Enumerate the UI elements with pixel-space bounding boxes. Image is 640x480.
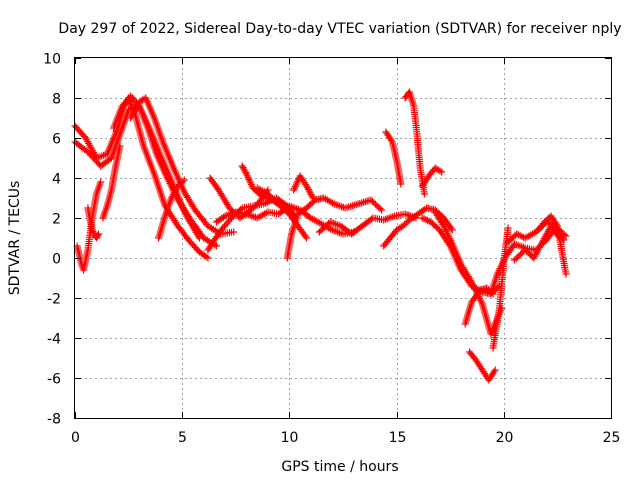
series-arc-6 [84,204,103,242]
data-point-markers [315,210,420,238]
data-point-markers [127,94,238,238]
y-tick-label: 4 [52,172,61,188]
data-point-markers [84,204,103,242]
data-points [71,88,570,384]
data-point-markers [511,222,570,278]
series-arc-23 [461,284,497,328]
data-point-markers [418,164,446,190]
data-point-markers [155,176,188,242]
grid-layer [75,58,611,418]
y-tick-label: -8 [47,412,61,428]
data-point-markers [534,212,561,234]
x-tick-label: 15 [389,430,407,446]
x-tick-label: 20 [496,430,514,446]
y-tick-label: 8 [52,92,61,108]
data-point-markers [283,194,386,262]
series-arc-18 [382,128,405,188]
y-tick-label: 2 [52,212,61,228]
data-point-markers [382,128,405,188]
data-point-markers [461,284,497,328]
series-arc-7 [99,142,124,222]
series-arc-4 [127,94,238,238]
x-axis-title: GPS time / hours [281,459,398,475]
series-arc-24 [466,348,499,384]
plot-frame [74,57,612,419]
x-tick-label: 5 [178,430,187,446]
y-axis-title: SDTVAR / TECUs [7,181,23,296]
series-arc-14 [283,194,386,262]
series-arc-28 [511,222,570,278]
series-arc-20 [418,164,446,190]
y-tick-label: 0 [52,252,61,268]
y-tick-label: 6 [52,132,61,148]
data-point-markers [99,142,124,222]
axis-ticks: 0 5 10 15 20 25 -8 -6 -4 -2 0 2 4 6 8 10 [43,52,620,447]
y-tick-label: -4 [47,332,61,348]
data-point-markers [290,172,317,202]
data-point-markers [466,348,499,384]
data-point-markers [253,184,311,242]
y-tick-label: -6 [47,372,61,388]
y-tick-label: 10 [43,52,61,68]
series-arc-13 [253,184,311,242]
series-arc-16 [315,210,420,238]
x-tick-label: 10 [281,430,299,446]
series-arc-8 [155,176,188,242]
series-arc-29 [534,212,561,234]
chart-title: Day 297 of 2022, Sidereal Day-to-day VTE… [58,21,621,37]
series-arc-15 [290,172,317,202]
x-tick-label: 25 [603,430,621,446]
y-tick-label: -2 [47,292,61,308]
x-tick-label: 0 [71,430,80,446]
